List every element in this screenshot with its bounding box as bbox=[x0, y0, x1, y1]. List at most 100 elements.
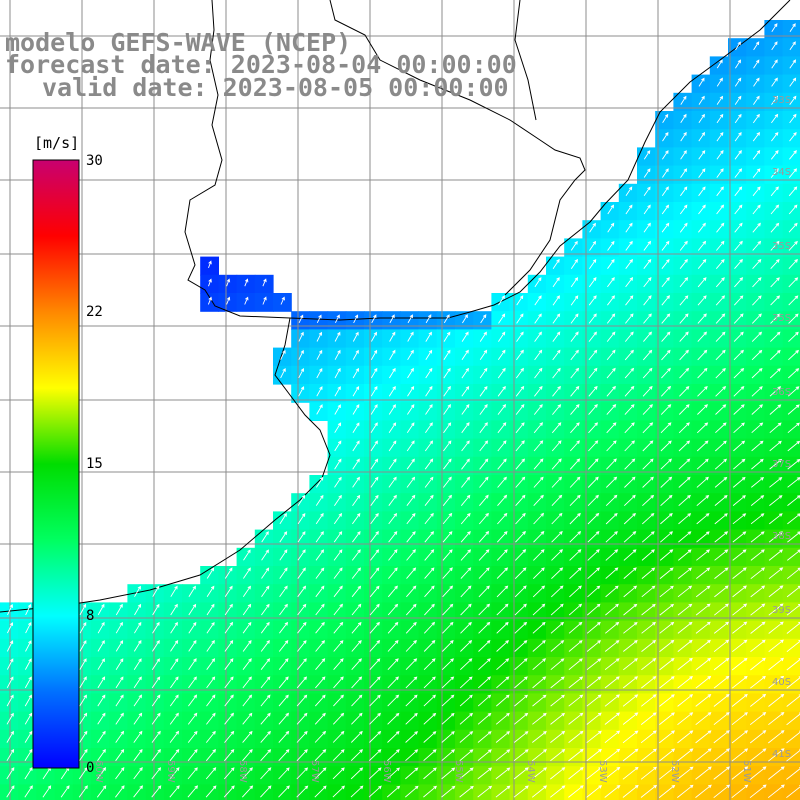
wind-arrow bbox=[205, 748, 217, 762]
wind-arrow bbox=[152, 585, 160, 597]
wind-arrow bbox=[586, 658, 602, 671]
wind-arrow bbox=[315, 531, 324, 543]
wind-arrow bbox=[169, 785, 180, 798]
wind-arrow bbox=[368, 767, 382, 780]
latitude-label: 33S bbox=[772, 95, 791, 106]
wind-arrow bbox=[495, 785, 511, 798]
wind-arrow bbox=[244, 278, 249, 287]
wind-arrow bbox=[752, 113, 760, 124]
wind-arrow bbox=[260, 694, 271, 707]
wind-arrow bbox=[352, 512, 361, 525]
wind-arrow bbox=[187, 748, 198, 762]
wind-arrow bbox=[589, 222, 596, 233]
wind-arrow bbox=[152, 639, 160, 652]
wind-arrow bbox=[623, 567, 637, 579]
wind-arrow bbox=[278, 767, 290, 780]
wind-arrow bbox=[314, 712, 326, 725]
wind-arrow bbox=[477, 712, 492, 725]
wind-cell bbox=[127, 784, 147, 800]
wind-arrow bbox=[533, 422, 544, 434]
wind-arrow bbox=[640, 748, 657, 762]
wind-arrow bbox=[24, 766, 33, 780]
wind-arrow bbox=[751, 313, 762, 324]
wind-cell bbox=[54, 784, 74, 800]
wind-arrow bbox=[97, 640, 105, 652]
wind-arrow bbox=[752, 259, 762, 270]
wind-arrow bbox=[387, 658, 399, 671]
wind-arrow bbox=[641, 585, 656, 598]
wind-arrow bbox=[369, 639, 381, 652]
wind-arrow bbox=[695, 603, 711, 616]
wind-arrow bbox=[462, 314, 468, 324]
wind-arrow bbox=[659, 639, 675, 652]
wind-cell bbox=[673, 111, 693, 130]
wind-arrow bbox=[753, 41, 760, 51]
wind-arrow bbox=[316, 404, 323, 415]
wind-arrow bbox=[496, 640, 510, 652]
wind-arrow bbox=[623, 549, 637, 561]
wind-arrow bbox=[696, 549, 711, 561]
wind-arrow bbox=[441, 676, 455, 689]
wind-arrow bbox=[698, 168, 706, 178]
wind-arrow bbox=[151, 785, 162, 798]
wind-arrow bbox=[552, 295, 560, 306]
wind-arrow bbox=[550, 712, 566, 725]
wind-arrow bbox=[642, 422, 654, 434]
wind-arrow bbox=[151, 658, 160, 670]
wind-arrow bbox=[460, 549, 472, 561]
wind-arrow bbox=[533, 494, 544, 507]
wind-arrow bbox=[715, 295, 726, 306]
wind-arrow bbox=[698, 222, 706, 233]
coastline-upper-lagoon bbox=[329, 0, 586, 296]
wind-arrow bbox=[696, 494, 710, 507]
wind-arrow bbox=[389, 349, 396, 361]
wind-arrow bbox=[678, 531, 692, 543]
wind-arrow bbox=[607, 295, 615, 306]
wind-arrow bbox=[788, 222, 798, 233]
wind-arrow bbox=[461, 385, 470, 397]
wind-arrow bbox=[405, 712, 418, 725]
wind-arrow bbox=[660, 458, 672, 470]
wind-arrow bbox=[224, 567, 233, 579]
wind-arrow bbox=[334, 404, 341, 415]
wind-arrow bbox=[713, 748, 730, 762]
wind-arrow bbox=[551, 494, 563, 507]
wind-arrow bbox=[752, 150, 761, 160]
wind-arrow bbox=[334, 422, 342, 433]
wind-arrow bbox=[586, 694, 602, 707]
wind-arrow bbox=[625, 295, 634, 306]
wind-arrow bbox=[660, 512, 673, 525]
wind-arrow bbox=[459, 676, 473, 689]
wind-arrow bbox=[370, 549, 380, 561]
wind-arrow bbox=[6, 748, 15, 762]
wind-arrow bbox=[625, 186, 633, 197]
wind-arrow bbox=[79, 694, 87, 707]
wind-arrow bbox=[643, 186, 651, 197]
wind-arrow bbox=[659, 676, 675, 689]
wind-arrow bbox=[296, 767, 309, 780]
wind-arrow bbox=[188, 585, 196, 598]
wind-arrow bbox=[262, 278, 267, 287]
wind-arrow bbox=[207, 296, 212, 305]
wind-arrow bbox=[534, 349, 543, 361]
wind-arrow bbox=[750, 585, 766, 598]
wind-arrow bbox=[568, 712, 584, 725]
wind-arrow bbox=[695, 621, 711, 634]
wind-arrow bbox=[370, 458, 379, 470]
wind-arrow bbox=[660, 385, 672, 397]
wind-arrow bbox=[788, 331, 799, 342]
wind-arrow bbox=[497, 367, 506, 379]
wind-arrow bbox=[296, 658, 307, 670]
latitude-label: 35S bbox=[772, 241, 791, 252]
wind-arrow bbox=[677, 585, 693, 598]
wind-arrow bbox=[188, 676, 197, 689]
wind-arrow bbox=[787, 404, 800, 415]
wind-arrow bbox=[497, 494, 508, 506]
wind-arrow bbox=[768, 585, 784, 598]
wind-arrow bbox=[733, 440, 746, 452]
wind-arrow bbox=[752, 222, 761, 233]
wind-arrow bbox=[134, 603, 142, 616]
wind-arrow bbox=[425, 422, 433, 434]
wind-arrow bbox=[278, 712, 290, 725]
wind-arrow bbox=[678, 458, 691, 470]
